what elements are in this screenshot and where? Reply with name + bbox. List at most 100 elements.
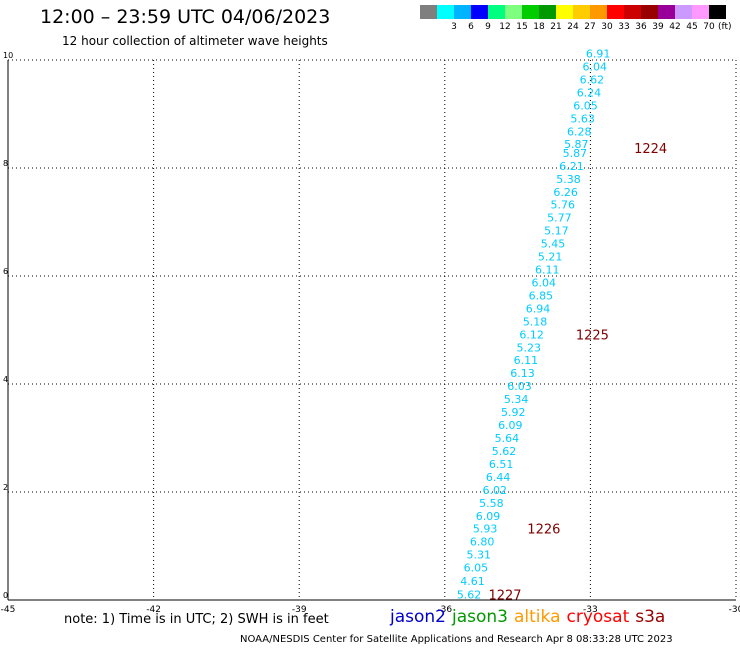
chart-subtitle: 12 hour collection of altimeter wave hei… (62, 34, 328, 48)
legend-label: 3 (451, 22, 457, 32)
legend-label: 33 (618, 22, 630, 32)
y-tick-label: 0 (3, 591, 8, 600)
mission-s3a: s3a (635, 607, 666, 627)
swh-value: 6.91 (586, 48, 611, 61)
mission-altika: altika (514, 607, 561, 627)
legend-swatch (437, 5, 454, 19)
x-tick-label: -42 (146, 605, 161, 615)
legend-label: 42 (669, 22, 681, 32)
legend-swatch (607, 5, 624, 19)
legend-swatch (658, 5, 675, 19)
swh-value: 5.87 (563, 147, 588, 160)
x-tick-label: -36 (437, 605, 452, 615)
swh-value: 5.58 (479, 497, 504, 510)
legend-label: 36 (635, 22, 647, 32)
swh-value: 5.17 (544, 225, 569, 238)
x-tick-label: -45 (1, 605, 16, 615)
legend-label: 39 (652, 22, 664, 32)
legend-unit: (ft) (718, 22, 732, 32)
swh-value: 5.31 (467, 549, 492, 562)
legend-label: 9 (485, 22, 491, 32)
legend-label: 30 (601, 22, 613, 32)
legend-swatch (420, 5, 437, 19)
swh-value: 6.62 (580, 73, 605, 86)
legend-swatch (692, 5, 709, 19)
swh-value: 4.61 (460, 575, 485, 588)
swh-value: 5.62 (457, 589, 482, 602)
mission-cryosat: cryosat (566, 607, 630, 627)
swh-value: 6.80 (470, 536, 495, 549)
time-label: 1225 (576, 328, 609, 343)
swh-value: 6.21 (559, 160, 584, 173)
swh-value: 5.64 (495, 432, 520, 445)
legend-swatch (522, 5, 539, 19)
swh-value: 5.23 (517, 341, 542, 354)
swh-value: 5.77 (547, 212, 572, 225)
swh-value: 5.93 (473, 523, 498, 536)
legend-swatch (505, 5, 522, 19)
legend-swatch (556, 5, 573, 19)
swh-value: 5.62 (492, 445, 517, 458)
mission-jason2: jason2 (390, 607, 446, 627)
mission-jason3: jason3 (452, 607, 508, 627)
swh-value: 5.87 (564, 138, 589, 151)
time-label: 1227 (488, 589, 521, 604)
legend-label: 12 (499, 22, 511, 32)
legend-swatch (573, 5, 590, 19)
swh-value: 6.05 (573, 99, 598, 112)
legend-swatch (709, 5, 726, 19)
legend-swatch (675, 5, 692, 19)
swh-value: 6.04 (583, 60, 608, 73)
x-tick-label: -33 (583, 605, 598, 615)
swh-value: 5.38 (556, 173, 581, 186)
legend-swatch (590, 5, 607, 19)
legend-swatch (641, 5, 658, 19)
legend-label: 21 (550, 22, 562, 32)
legend-swatch (471, 5, 488, 19)
y-tick-label: 10 (3, 51, 13, 60)
note-text: note: 1) Time is in UTC; 2) SWH is in fe… (64, 612, 329, 627)
legend-swatch (488, 5, 505, 19)
mission-legend: jason2 jason3 altika cryosat s3a (390, 607, 671, 627)
swh-value: 6.09 (498, 419, 523, 432)
swh-value: 6.26 (553, 186, 578, 199)
swh-value: 6.12 (519, 328, 544, 341)
x-tick-label: -30 (729, 605, 740, 615)
time-label: 1226 (527, 523, 560, 538)
legend-label: 24 (567, 22, 579, 32)
legend-label: 70 (703, 22, 715, 32)
legend-label: 15 (516, 22, 528, 32)
swh-value: 5.92 (501, 406, 526, 419)
swh-value: 6.03 (507, 380, 532, 393)
legend-label: 27 (584, 22, 596, 32)
y-tick-label: 4 (3, 375, 8, 384)
swh-value: 6.11 (535, 264, 560, 277)
swh-value: 6.13 (510, 367, 535, 380)
swh-value: 6.04 (532, 276, 557, 289)
x-tick-label: -39 (292, 605, 307, 615)
swh-value: 5.63 (570, 112, 595, 125)
y-tick-label: 8 (3, 159, 8, 168)
swh-value: 5.21 (538, 251, 563, 264)
legend-label: 18 (533, 22, 545, 32)
swh-value: 6.24 (577, 86, 602, 99)
swh-value: 6.51 (489, 458, 514, 471)
swh-value: 5.18 (523, 315, 548, 328)
time-label: 1224 (634, 142, 667, 157)
legend-label: 6 (468, 22, 474, 32)
swh-value: 5.76 (550, 199, 575, 212)
swh-value: 6.05 (464, 562, 489, 575)
swh-value: 5.45 (541, 238, 566, 251)
swh-value: 6.02 (483, 484, 508, 497)
swh-value: 6.28 (567, 125, 592, 138)
swh-value: 6.44 (486, 471, 511, 484)
legend-label: 45 (686, 22, 698, 32)
chart-title: 12:00 – 23:59 UTC 04/06/2023 (40, 6, 331, 28)
swh-value: 6.11 (514, 354, 539, 367)
swh-value: 5.34 (504, 393, 529, 406)
legend-swatch (454, 5, 471, 19)
swh-value: 6.85 (529, 289, 554, 302)
swh-value: 6.94 (526, 302, 551, 315)
footer-credit: NOAA/NESDIS Center for Satellite Applica… (240, 634, 673, 645)
